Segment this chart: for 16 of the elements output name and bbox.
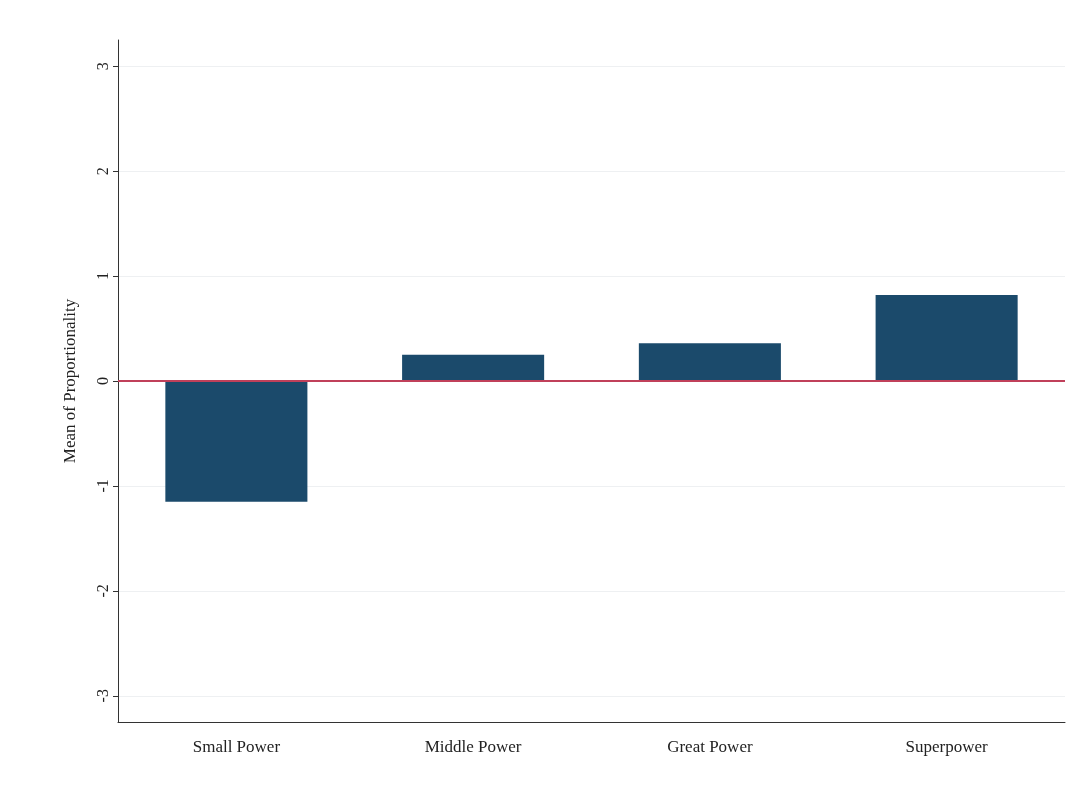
x-tick-label: Superpower xyxy=(905,737,989,756)
bar xyxy=(875,294,1018,381)
y-tick-label: 3 xyxy=(93,62,111,71)
y-tick-label: -1 xyxy=(93,479,111,493)
y-tick-label: -3 xyxy=(93,689,111,703)
y-tick-label: 0 xyxy=(93,377,111,385)
y-tick-label: 2 xyxy=(93,167,111,176)
y-tick-label: 1 xyxy=(93,272,111,281)
x-tick-label: Small Power xyxy=(192,737,281,756)
y-axis-title: Mean of Proportionality xyxy=(60,298,79,464)
y-tick-label: -2 xyxy=(93,584,111,598)
bar xyxy=(402,354,545,381)
x-tick-label: Middle Power xyxy=(424,737,522,756)
bar xyxy=(165,381,308,502)
bar xyxy=(638,343,781,381)
x-tick-label: Great Power xyxy=(667,737,753,756)
